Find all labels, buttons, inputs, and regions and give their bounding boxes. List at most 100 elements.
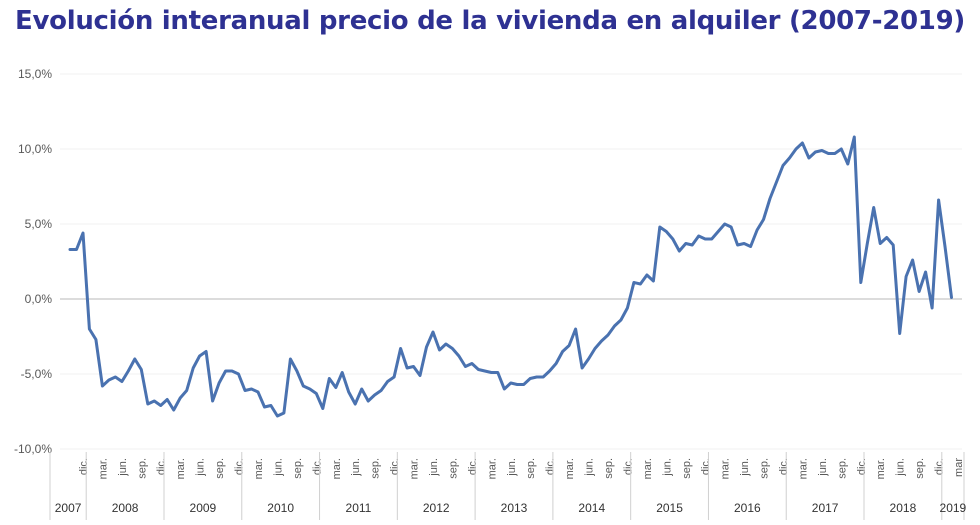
data-point xyxy=(82,232,84,234)
x-tick-label: sep. xyxy=(759,458,771,479)
data-point xyxy=(873,206,875,208)
x-tick-label: jun. xyxy=(584,458,596,477)
data-point xyxy=(75,248,77,250)
data-point xyxy=(425,346,427,348)
x-tick-label: dic. xyxy=(778,458,790,475)
data-point xyxy=(516,383,518,385)
data-point xyxy=(548,370,550,372)
data-point xyxy=(108,379,110,381)
x-tick-label: dic. xyxy=(78,458,90,475)
data-point xyxy=(937,199,939,201)
data-point xyxy=(192,367,194,369)
data-point xyxy=(335,386,337,388)
year-label: 2012 xyxy=(423,501,450,515)
data-point xyxy=(354,403,356,405)
x-tick-label: dic. xyxy=(700,458,712,475)
y-axis-ticks: -10,0% -5,0% 0,0% 5,0% 10,0% 15,0% xyxy=(14,67,52,456)
data-point xyxy=(730,226,732,228)
data-point xyxy=(613,325,615,327)
data-point xyxy=(399,347,401,349)
data-point xyxy=(438,349,440,351)
x-tick-label: sep. xyxy=(836,458,848,479)
data-point xyxy=(367,400,369,402)
data-point xyxy=(561,350,563,352)
data-point xyxy=(607,334,609,336)
x-tick-label: mar. xyxy=(409,458,421,479)
data-point xyxy=(412,365,414,367)
x-tick-label: jun. xyxy=(350,458,362,477)
year-label: 2009 xyxy=(190,501,217,515)
data-point xyxy=(166,398,168,400)
data-point xyxy=(114,376,116,378)
data-point xyxy=(704,238,706,240)
data-point xyxy=(218,382,220,384)
data-point xyxy=(309,388,311,390)
data-point xyxy=(289,358,291,360)
data-point xyxy=(380,389,382,391)
data-point xyxy=(458,355,460,357)
x-tick-label: mar. xyxy=(720,458,732,479)
y-tick-label: 15,0% xyxy=(18,67,52,81)
data-point xyxy=(445,343,447,345)
data-point xyxy=(257,391,259,393)
data-point xyxy=(386,380,388,382)
x-tick-label: jun. xyxy=(272,458,284,477)
year-label: 2019 xyxy=(940,501,967,515)
data-point xyxy=(814,151,816,153)
chart-title: Evolución interanual precio de la vivien… xyxy=(15,6,965,36)
data-point xyxy=(361,388,363,390)
data-point xyxy=(198,355,200,357)
x-tick-label: jun. xyxy=(117,458,129,477)
data-point xyxy=(808,157,810,159)
data-point xyxy=(529,377,531,379)
data-point xyxy=(743,242,745,244)
data-point xyxy=(270,404,272,406)
data-point xyxy=(639,283,641,285)
data-point xyxy=(153,400,155,402)
x-tick-label: mar. xyxy=(331,458,343,479)
data-point xyxy=(821,149,823,151)
year-label: 2011 xyxy=(346,501,372,515)
data-point xyxy=(587,358,589,360)
data-point xyxy=(101,385,103,387)
x-tick-label: sep. xyxy=(136,458,148,479)
data-point xyxy=(147,403,149,405)
year-label: 2007 xyxy=(55,501,82,515)
x-tick-label: dic. xyxy=(467,458,479,475)
data-point xyxy=(406,367,408,369)
data-point xyxy=(736,244,738,246)
data-point xyxy=(775,181,777,183)
x-tick-label: dic. xyxy=(234,458,246,475)
data-point xyxy=(659,226,661,228)
data-point xyxy=(905,275,907,277)
x-tick-label: dic. xyxy=(311,458,323,475)
data-point xyxy=(322,407,324,409)
year-label: 2014 xyxy=(578,501,605,515)
data-point xyxy=(296,370,298,372)
x-tick-label: dic. xyxy=(856,458,868,475)
data-point xyxy=(711,238,713,240)
data-point xyxy=(886,236,888,238)
data-point xyxy=(542,376,544,378)
data-point xyxy=(477,368,479,370)
data-point xyxy=(490,371,492,373)
data-point xyxy=(717,230,719,232)
x-tick-label: sep. xyxy=(370,458,382,479)
y-tick-label: -10,0% xyxy=(14,442,52,456)
year-label: 2013 xyxy=(501,501,528,515)
x-tick-label: mar xyxy=(953,458,965,477)
data-point xyxy=(685,242,687,244)
year-label: 2018 xyxy=(890,501,917,515)
year-label: 2010 xyxy=(267,501,294,515)
x-tick-label: sep. xyxy=(914,458,926,479)
data-point xyxy=(127,370,129,372)
x-tick-label: mar. xyxy=(97,458,109,479)
x-tick-label: jun. xyxy=(195,458,207,477)
x-tick-label: dic. xyxy=(156,458,168,475)
x-tick-label: jun. xyxy=(895,458,907,477)
data-point xyxy=(503,388,505,390)
data-point xyxy=(250,388,252,390)
data-point xyxy=(944,245,946,247)
year-label: 2008 xyxy=(112,501,139,515)
x-tick-label: sep. xyxy=(214,458,226,479)
